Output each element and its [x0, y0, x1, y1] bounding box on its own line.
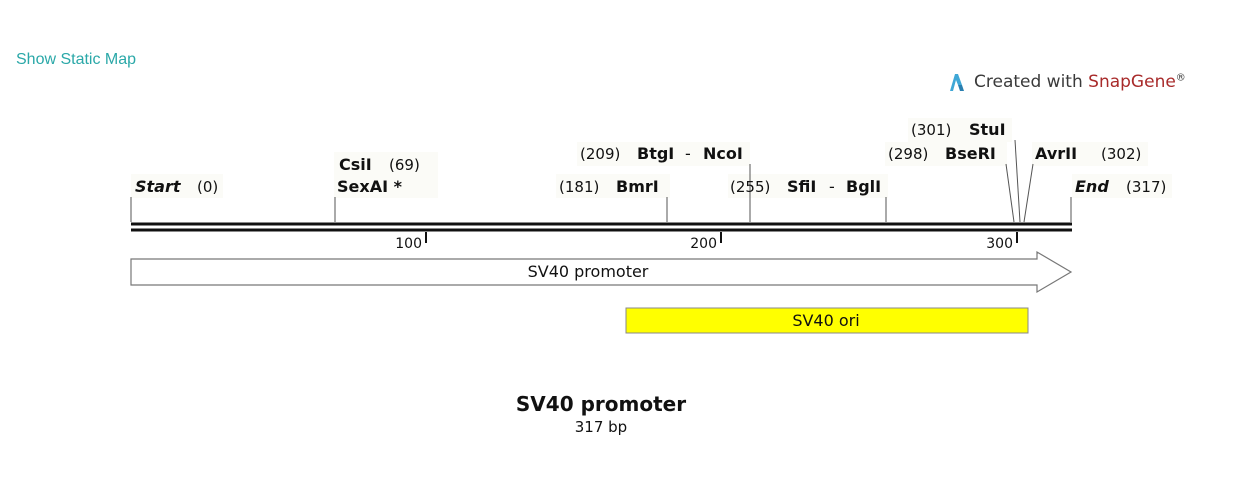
stui-label-bg — [908, 118, 1012, 142]
end-name: End — [1075, 177, 1109, 196]
avrii-site-line — [1023, 163, 1034, 223]
brand-text: Created with SnapGene® — [974, 72, 1186, 92]
bmri-name: BmrI — [616, 177, 659, 196]
bseri-position: (298) — [888, 145, 928, 163]
sv40-ori-feature-box[interactable] — [625, 307, 1029, 334]
bseri-site-line — [1005, 163, 1015, 223]
ruler-tick-label-100: 100 — [395, 236, 422, 252]
brand-prefix: Created with — [974, 72, 1089, 92]
stui-site-line — [1014, 139, 1021, 223]
bseri-site-label[interactable]: (298) BseRI — [888, 144, 996, 163]
btgi-ncoi-site-label[interactable]: (209) BtgI - NcoI — [580, 144, 743, 163]
avrii-site-label[interactable]: AvrII (302) — [1035, 144, 1141, 163]
ruler-tick-label-200: 200 — [690, 236, 717, 252]
bseri-label-bg — [885, 142, 1007, 166]
sv40-ori-feature-label: SV40 ori — [792, 311, 859, 330]
end-marker-label: End (317) — [1075, 177, 1166, 196]
snapgene-logo-icon — [950, 74, 964, 91]
stui-name: StuI — [969, 120, 1006, 139]
start-name: Start — [135, 177, 182, 196]
stui-position: (301) — [911, 121, 951, 139]
bmri-position: (181) — [559, 178, 599, 196]
start-marker-label: Start (0) — [135, 177, 218, 196]
sfii-bgli-position: (255) — [730, 178, 770, 196]
sv40-promoter-feature-label: SV40 promoter — [528, 262, 649, 281]
btgi-ncoi-position: (209) — [580, 145, 620, 163]
sv40-promoter-feature-arrow[interactable] — [130, 250, 1073, 294]
map-title: SV40 promoter — [516, 392, 686, 416]
brand-registered-mark: ® — [1175, 72, 1186, 84]
sfii-bgli-site-label[interactable]: (255) SfiI - BglI — [730, 177, 881, 196]
sexai-site-label[interactable]: SexAI * — [337, 177, 403, 196]
start-position: (0) — [197, 178, 218, 196]
start-label-bg — [131, 174, 223, 198]
btgi-ncoi-label-bg — [577, 142, 750, 166]
csii-name: CsiI — [339, 155, 372, 174]
bmri-label-bg — [556, 174, 670, 198]
ruler-tick-label-300: 300 — [986, 236, 1013, 252]
csii-sexai-label-bg — [334, 152, 438, 198]
csii-position: (69) — [389, 156, 420, 174]
sfii-name: SfiI — [787, 177, 816, 196]
btgi-name: BtgI — [637, 144, 674, 163]
end-label-bg — [1072, 174, 1172, 198]
show-static-map-link[interactable]: Show Static Map — [16, 51, 137, 68]
avrii-label-bg — [1032, 142, 1148, 166]
bseri-name: BseRI — [945, 144, 996, 163]
bmri-site-label[interactable]: (181) BmrI — [559, 177, 659, 196]
avrii-name: AvrII — [1035, 144, 1077, 163]
avrii-position: (302) — [1101, 145, 1141, 163]
end-position: (317) — [1126, 178, 1166, 196]
ncoi-name: NcoI — [703, 144, 743, 163]
btgi-ncoi-separator: - — [685, 144, 691, 163]
snapgene-brand: Created with SnapGene® — [946, 70, 1186, 94]
brand-name: SnapGene — [1088, 72, 1176, 92]
map-length: 317 bp — [575, 418, 627, 436]
csii-site-label[interactable]: CsiI (69) — [339, 155, 420, 174]
sfii-bgli-label-bg — [728, 174, 888, 198]
bgli-name: BglI — [846, 177, 881, 196]
stui-site-label[interactable]: (301) StuI — [911, 120, 1006, 139]
sfii-bgli-separator: - — [829, 177, 835, 196]
